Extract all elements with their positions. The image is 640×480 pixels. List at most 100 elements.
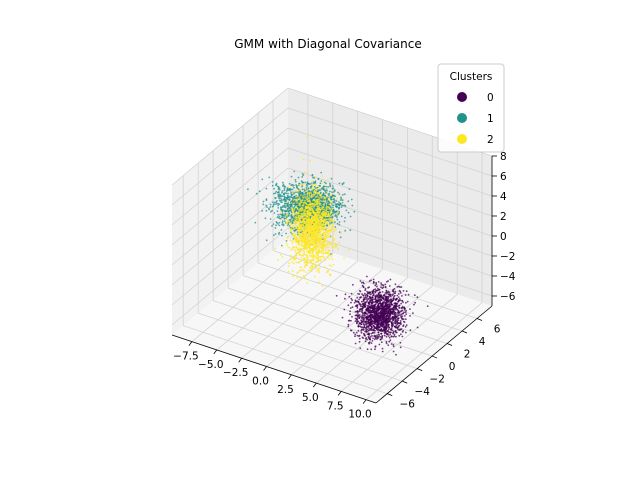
- y-tick-label: −4: [414, 386, 430, 398]
- scatter-point: [311, 248, 313, 251]
- scatter-point: [304, 201, 307, 204]
- scatter-point: [324, 197, 327, 200]
- scatter-point: [292, 262, 295, 265]
- grid-line-x: [191, 244, 309, 342]
- scatter-point: [388, 336, 391, 339]
- scatter-point: [321, 192, 323, 195]
- scatter-point: [374, 295, 377, 298]
- scatter-point: [372, 288, 375, 291]
- scatter-point: [274, 247, 277, 250]
- y-tick-label: 0: [449, 361, 456, 373]
- scatter-point: [304, 212, 307, 215]
- scatter-point: [311, 180, 314, 183]
- scatter-point: [398, 334, 401, 337]
- scatter-point: [320, 196, 322, 199]
- scatter-point: [285, 200, 288, 202]
- scatter-point: [304, 190, 306, 193]
- scatter-point: [313, 181, 315, 184]
- legend-title: Clusters: [450, 71, 493, 83]
- scatter-point: [326, 227, 329, 230]
- scatter-point: [384, 321, 387, 324]
- scatter-point: [303, 238, 305, 240]
- scatter-point: [306, 248, 309, 251]
- scatter-point: [314, 246, 317, 249]
- scatter-point: [323, 185, 326, 188]
- scatter-point: [293, 205, 296, 208]
- scatter-point: [391, 329, 394, 332]
- scatter-point: [397, 296, 400, 298]
- scatter-point: [381, 312, 384, 315]
- scatter-point: [295, 184, 297, 186]
- scatter-point: [387, 295, 390, 298]
- grid-line-z: [171, 87, 289, 186]
- x-tick-mark: [337, 391, 342, 396]
- y-tick-label: 4: [479, 336, 486, 348]
- scatter-point: [312, 256, 314, 259]
- scatter-point: [358, 322, 361, 324]
- scatter-point: [365, 323, 368, 325]
- scatter-point: [295, 236, 297, 239]
- scatter-point: [327, 223, 330, 226]
- scatter-point: [385, 342, 388, 345]
- scatter-point: [277, 259, 279, 261]
- scatter-point: [337, 248, 339, 251]
- scatter-point: [288, 189, 290, 192]
- scatter-point: [297, 216, 300, 219]
- scatter-point: [369, 291, 372, 294]
- scatter-point: [284, 200, 286, 203]
- scatter-point: [331, 236, 334, 239]
- scatter-point: [306, 185, 309, 187]
- scatter-point: [369, 314, 372, 316]
- scatter-point: [293, 170, 296, 173]
- scatter-point: [383, 334, 386, 337]
- scatter-point: [376, 285, 378, 288]
- scatter-point: [356, 304, 358, 307]
- scatter-point: [290, 228, 293, 231]
- scatter-point: [299, 248, 302, 251]
- scatter-point: [281, 256, 284, 258]
- scatter-point: [362, 323, 365, 326]
- scatter-point: [370, 322, 372, 324]
- scatter-point: [279, 194, 282, 197]
- scatter-point: [376, 319, 379, 321]
- scatter-point: [280, 206, 282, 209]
- scatter-point: [395, 307, 398, 310]
- scatter-point: [403, 308, 406, 311]
- y-tick-mark: [387, 393, 393, 396]
- scatter-point: [366, 275, 368, 278]
- scatter-point: [292, 216, 294, 219]
- scatter-point: [371, 326, 373, 329]
- scatter-point: [304, 239, 307, 241]
- scatter-point: [389, 315, 391, 318]
- scatter-point: [404, 318, 407, 321]
- scatter-point: [394, 290, 397, 293]
- x-tick-mark: [362, 399, 367, 404]
- scatter-point: [290, 184, 293, 187]
- scatter-point: [310, 214, 312, 217]
- scatter-point: [384, 299, 387, 302]
- scatter-point: [299, 276, 301, 279]
- scatter-point: [268, 207, 270, 210]
- scatter-point: [371, 320, 374, 323]
- scatter-point: [351, 315, 353, 318]
- scatter-point: [399, 346, 402, 349]
- scatter-point: [362, 304, 365, 306]
- scatter-point: [322, 215, 325, 217]
- scatter-point: [373, 329, 375, 331]
- scatter-point: [287, 246, 290, 249]
- scatter-point: [393, 314, 396, 316]
- scatter-point: [322, 194, 325, 197]
- scatter-point: [303, 243, 306, 245]
- scatter-point: [356, 315, 359, 318]
- scatter-point: [313, 275, 316, 278]
- scatter-point: [262, 203, 265, 206]
- scatter-point: [365, 298, 367, 300]
- scatter-point: [395, 324, 398, 327]
- scatter-point: [326, 237, 328, 239]
- scatter-point: [358, 293, 361, 295]
- scatter-point: [350, 198, 353, 201]
- scatter-point: [311, 210, 314, 212]
- scatter-point: [330, 255, 333, 258]
- scatter-point: [291, 191, 294, 194]
- scatter-point: [326, 251, 329, 253]
